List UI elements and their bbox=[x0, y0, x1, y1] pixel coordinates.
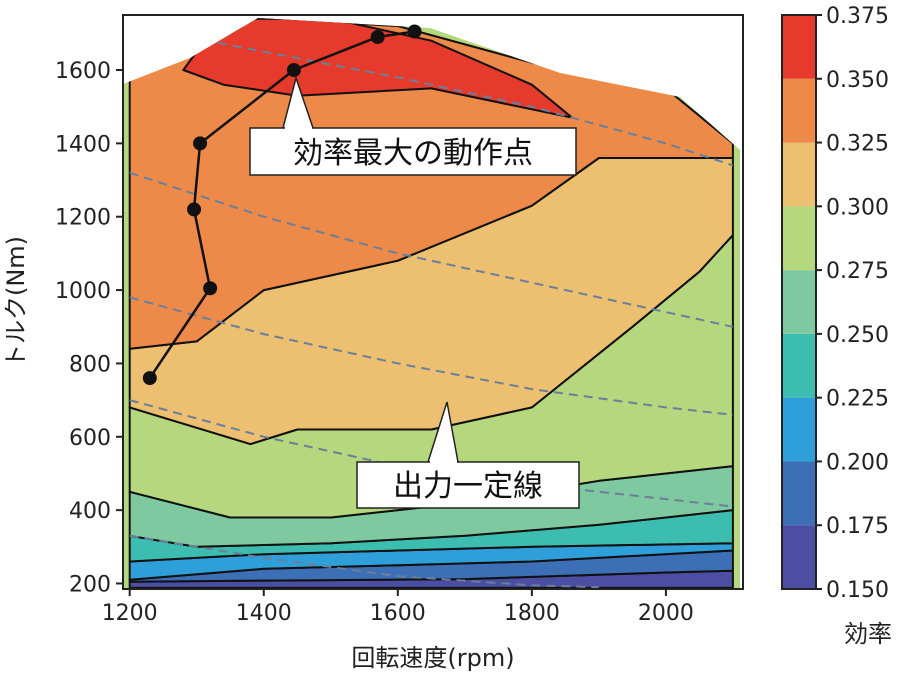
x-tick-label-1800: 1800 bbox=[504, 601, 560, 626]
colorbar-segment-5 bbox=[782, 270, 816, 334]
callout-max-efficiency: 効率最大の動作点 bbox=[249, 75, 577, 176]
callout-max-efficiency-text: 効率最大の動作点 bbox=[293, 136, 533, 171]
x-tick-label-1600: 1600 bbox=[370, 601, 426, 626]
constant-power-lines bbox=[129, 25, 734, 588]
y-axis-label: トルク(Nm) bbox=[2, 236, 30, 368]
colorbar-tick-label-0.200: 0.200 bbox=[826, 450, 889, 475]
y-tick-label-1200: 1200 bbox=[55, 206, 111, 231]
colorbar-segment-9 bbox=[782, 15, 816, 79]
x-tick-label-1400: 1400 bbox=[236, 601, 292, 626]
callout-constant-power-box bbox=[356, 461, 580, 509]
constant-power-line-1 bbox=[129, 25, 734, 167]
max-efficiency-point-4 bbox=[193, 136, 208, 151]
colorbar-tick-label-0.325: 0.325 bbox=[826, 132, 889, 157]
colorbar-label: 効率 bbox=[844, 620, 892, 648]
constant-power-line-2 bbox=[129, 171, 734, 328]
callout-constant-power-text: 出力一定線 bbox=[393, 469, 543, 504]
colorbar-tick-label-0.250: 0.250 bbox=[826, 323, 889, 348]
contour-regions bbox=[123, 18, 740, 588]
colorbar-segment-4 bbox=[782, 333, 816, 398]
colorbar-segment-6 bbox=[782, 206, 816, 271]
constant-power-line-4 bbox=[129, 399, 734, 508]
max-efficiency-points-series bbox=[142, 24, 422, 386]
y-tick-label-1600: 1600 bbox=[55, 59, 111, 84]
y-axis-ticks: 200 400 600 800 1000 1200 1400 1600 bbox=[55, 59, 123, 597]
constant-power-line-3 bbox=[129, 296, 734, 416]
colorbar-segment-2 bbox=[782, 461, 816, 526]
colorbar-tick-label-0.225: 0.225 bbox=[826, 387, 889, 412]
colorbar-tick-label-0.275: 0.275 bbox=[826, 259, 889, 284]
x-axis-ticks: 1200 1400 1600 1800 2000 bbox=[102, 589, 694, 626]
max-efficiency-point-5 bbox=[286, 63, 301, 78]
colorbar-frame bbox=[781, 14, 817, 590]
colorbar-segment-8 bbox=[782, 78, 816, 143]
colorbar-segment-3 bbox=[782, 397, 816, 462]
x-axis-label: 回転速度(rpm) bbox=[351, 644, 514, 672]
y-tick-label-1400: 1400 bbox=[55, 132, 111, 157]
colorbar: 0.150 0.175 0.200 0.225 0.250 0.275 0.300 0.325… bbox=[781, 4, 889, 603]
y-tick-label-800: 800 bbox=[69, 352, 111, 377]
colorbar-tick-label-0.150: 0.150 bbox=[826, 578, 889, 603]
colorbar-tick-label-0.375: 0.375 bbox=[826, 4, 889, 29]
callout-max-efficiency-box bbox=[249, 127, 577, 176]
constant-power-line-5 bbox=[129, 534, 599, 588]
max-efficiency-point-6 bbox=[370, 30, 385, 45]
colorbar-segment-7 bbox=[782, 142, 816, 207]
callout-constant-power: 出力一定線 bbox=[356, 401, 580, 509]
colorbar-tick-label-0.175: 0.175 bbox=[826, 514, 889, 539]
plot-area bbox=[122, 14, 744, 590]
y-tick-label-1000: 1000 bbox=[55, 279, 111, 304]
max-efficiency-point-7 bbox=[407, 24, 422, 39]
y-tick-label-600: 600 bbox=[69, 426, 111, 451]
max-efficiency-point-3 bbox=[187, 202, 202, 217]
x-tick-label-1200: 1200 bbox=[102, 601, 158, 626]
colorbar-tick-label-0.350: 0.350 bbox=[826, 68, 889, 93]
x-tick-label-2000: 2000 bbox=[638, 601, 694, 626]
colorbar-segment-1 bbox=[782, 525, 816, 589]
max-efficiency-point-2 bbox=[203, 281, 218, 296]
y-tick-label-200: 200 bbox=[69, 572, 111, 597]
y-tick-label-400: 400 bbox=[69, 499, 111, 524]
colorbar-tick-label-0.300: 0.300 bbox=[826, 195, 889, 220]
plot-frame bbox=[122, 14, 744, 590]
max-efficiency-point-1 bbox=[142, 371, 157, 386]
